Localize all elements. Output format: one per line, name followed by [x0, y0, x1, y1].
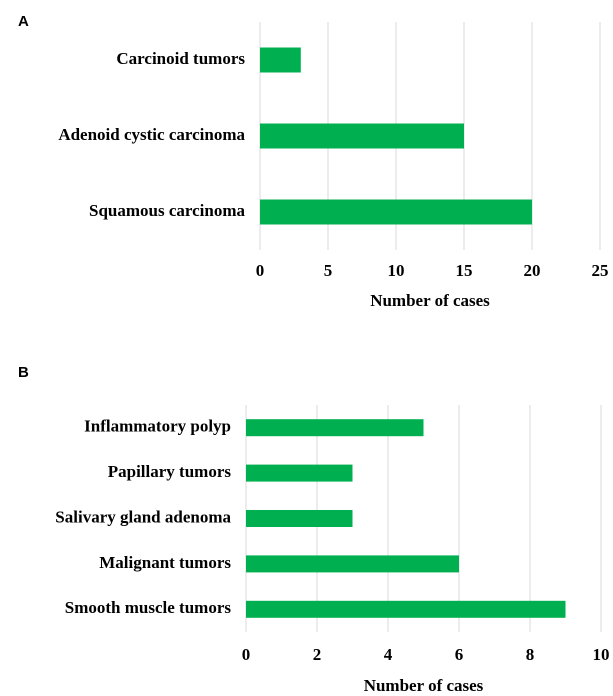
- bar: [246, 464, 353, 482]
- y-tick-label: Malignant tumors: [99, 553, 231, 572]
- bar: [260, 47, 301, 73]
- x-tick-label: 6: [455, 645, 464, 664]
- bar: [246, 600, 566, 618]
- y-tick-label: Squamous carcinoma: [89, 201, 246, 220]
- x-tick-label: 2: [313, 645, 322, 664]
- bar: [260, 199, 532, 225]
- y-tick-label: Papillary tumors: [108, 462, 232, 481]
- x-tick-label: 15: [456, 261, 473, 280]
- y-tick-label: Adenoid cystic carcinoma: [58, 125, 245, 144]
- x-axis-label: Number of cases: [364, 676, 484, 695]
- x-tick-label: 0: [242, 645, 251, 664]
- y-tick-label: Carcinoid tumors: [116, 49, 245, 68]
- x-tick-label: 5: [324, 261, 333, 280]
- x-tick-label: 20: [524, 261, 541, 280]
- x-tick-label: 25: [592, 261, 609, 280]
- x-tick-label: 10: [593, 645, 610, 664]
- panel-label: B: [18, 364, 29, 381]
- y-tick-label: Smooth muscle tumors: [65, 598, 232, 617]
- x-tick-label: 8: [526, 645, 535, 664]
- bar: [260, 123, 464, 149]
- x-tick-label: 0: [256, 261, 265, 280]
- panel-label: A: [18, 13, 29, 30]
- y-tick-label: Salivary gland adenoma: [55, 507, 231, 526]
- y-tick-label: Inflammatory polyp: [84, 417, 231, 436]
- bar: [246, 419, 424, 437]
- bar: [246, 555, 459, 573]
- x-tick-label: 4: [384, 645, 393, 664]
- x-tick-label: 10: [388, 261, 405, 280]
- bar: [246, 510, 353, 527]
- x-axis-label: Number of cases: [370, 291, 490, 310]
